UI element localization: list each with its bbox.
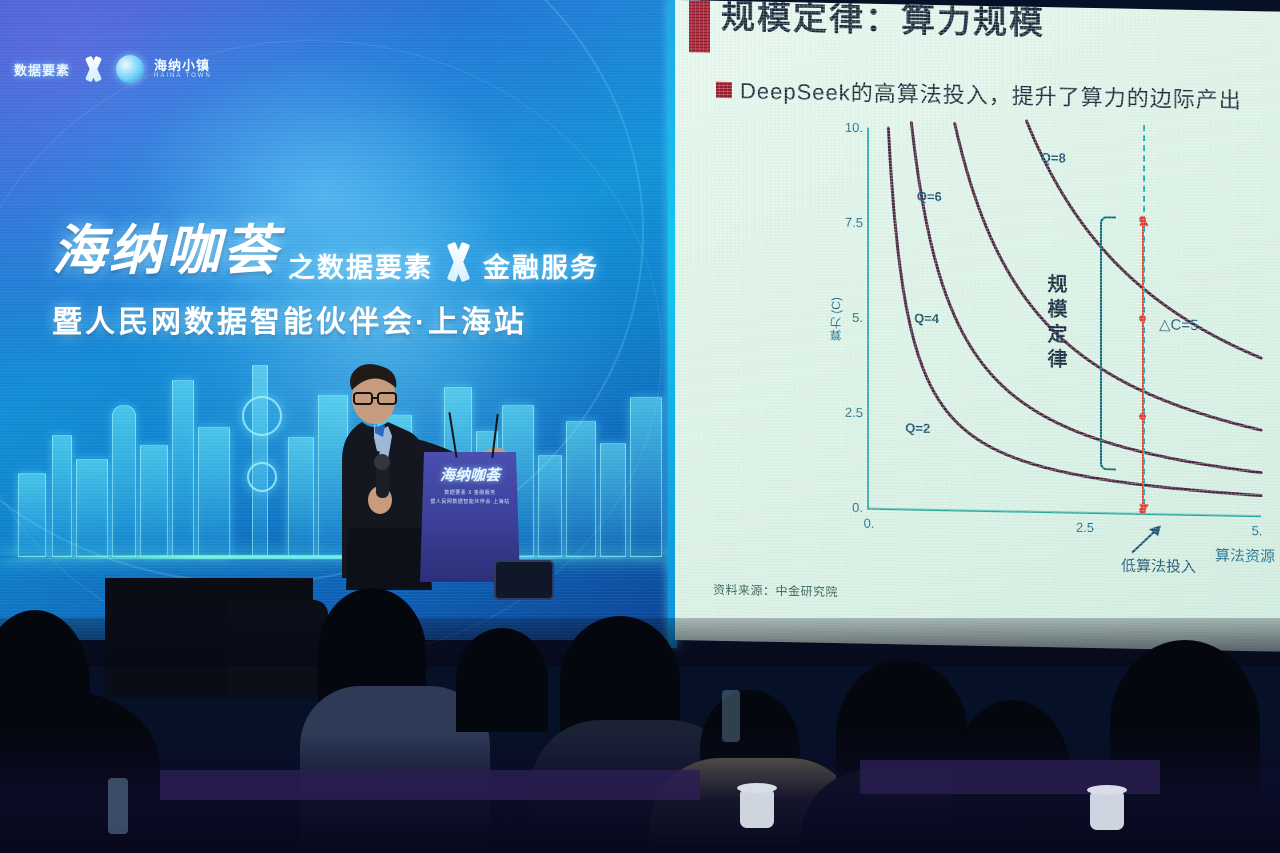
delta-c-arrow bbox=[1142, 218, 1144, 512]
curve-label-q8: Q=8 bbox=[1040, 149, 1066, 166]
slide-source-note: 资料来源：中金研究院 bbox=[713, 582, 839, 600]
haina-town-en: HAINA TOWN bbox=[154, 72, 212, 79]
phone-recording bbox=[494, 560, 554, 600]
scale-law-brace bbox=[1100, 216, 1116, 471]
haina-town-badge-icon bbox=[116, 55, 145, 83]
x-logo-icon bbox=[80, 56, 106, 82]
podium-sub-1: 数据要素 X 金融服务 bbox=[444, 490, 496, 496]
low-input-arrow-icon bbox=[1131, 525, 1161, 554]
water-bottle bbox=[108, 778, 128, 834]
intersection-dot bbox=[1139, 412, 1146, 421]
podium-sub-2: 暨人民网数据智能伙伴会·上海站 bbox=[430, 499, 510, 505]
title-accent-bar bbox=[689, 0, 710, 53]
water-bottle-2 bbox=[722, 690, 740, 742]
sponsor-logo-row: 数据要素 海纳小镇 HAINA TOWN bbox=[14, 55, 212, 83]
banner-sub-prefix: 之数据要素 bbox=[288, 253, 433, 283]
slide-bullet-text: DeepSeek的高算法投入，提升了算力的边际产出 bbox=[740, 78, 1242, 113]
banner-line-2: 暨人民网数据智能伙伴会·上海站 bbox=[52, 306, 527, 339]
teacup bbox=[737, 783, 777, 828]
intersection-dot bbox=[1139, 215, 1146, 224]
isoquant-chart: 算力 (C) 10. 7.5 5. 2.5 0. 0. 2.5 5. 算法资源 … bbox=[823, 119, 1275, 576]
delta-c-label: △C=5 bbox=[1159, 316, 1199, 335]
curve-label-q6: Q=6 bbox=[916, 189, 942, 205]
banner-sub-suffix: 金融服务 bbox=[483, 253, 599, 283]
event-banner: 海纳咖荟 之数据要素 金融服务 暨人民网数据智能伙伴会·上海站 bbox=[52, 206, 612, 341]
led-stage-wall: 数据要素 海纳小镇 HAINA TOWN bbox=[0, 0, 700, 662]
oriental-pearl-tower-icon bbox=[242, 365, 282, 557]
bullet-square-icon bbox=[716, 81, 732, 99]
table-skirt bbox=[160, 770, 700, 800]
podium-title: 海纳咖荟 bbox=[439, 466, 500, 484]
x-logo-icon bbox=[443, 242, 473, 282]
banner-brush-title: 海纳咖荟 bbox=[52, 218, 280, 282]
haina-town-cn: 海纳小镇 bbox=[154, 58, 211, 74]
logo-label-data-element: 数据要素 bbox=[14, 62, 71, 78]
curve-label-q2: Q=2 bbox=[905, 420, 931, 437]
intersection-dot bbox=[1139, 506, 1146, 515]
presentation-slide: 规模定律：算力规模 DeepSeek的高算法投入，提升了算力的边际产出 算力 (… bbox=[675, 0, 1280, 652]
speaker-presenter bbox=[342, 364, 508, 590]
chart-x-axis-label: 算法资源 bbox=[1215, 547, 1276, 566]
teacup-2 bbox=[1087, 785, 1127, 830]
haina-town-logo: 海纳小镇 HAINA TOWN bbox=[154, 59, 212, 79]
intersection-dot bbox=[1139, 314, 1146, 323]
low-algorithm-input-label: 低算法投入 bbox=[1121, 557, 1197, 577]
attendee-silhouette bbox=[456, 628, 548, 732]
curve-label-q4: Q=4 bbox=[914, 310, 939, 327]
banner-line-1: 海纳咖荟 之数据要素 金融服务 bbox=[52, 206, 612, 285]
scale-law-label: 规模定律 bbox=[1044, 273, 1066, 374]
podium-branding: 海纳咖荟 数据要素 X 金融服务 暨人民网数据智能伙伴会·上海站 bbox=[420, 464, 520, 505]
slide-title: 规模定律：算力规模 bbox=[721, 0, 1045, 43]
